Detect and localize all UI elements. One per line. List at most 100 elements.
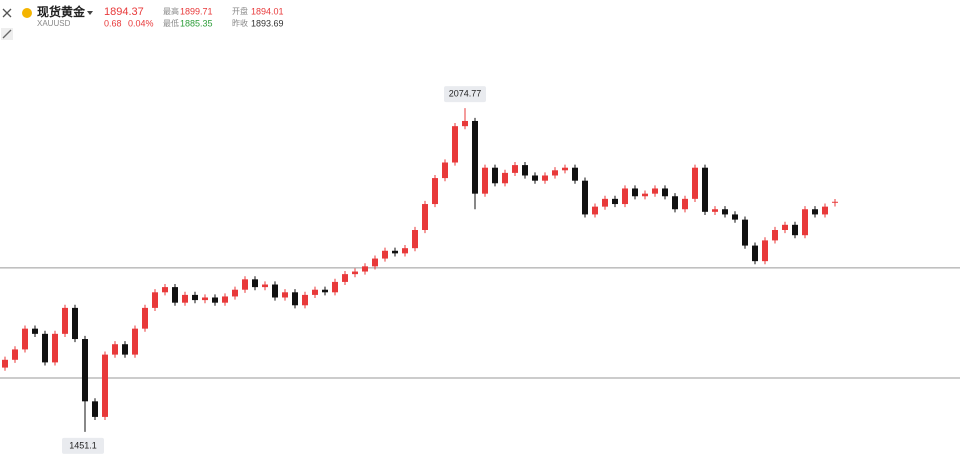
candle-body <box>112 344 118 355</box>
stat-value: 1899.71 <box>180 6 213 16</box>
candle-body <box>12 349 18 360</box>
extreme-label: 2074.77 <box>449 88 482 98</box>
stat-value: 1894.01 <box>251 6 284 16</box>
candle-body <box>572 167 578 181</box>
candle-body <box>782 224 788 230</box>
candle-body <box>92 401 98 417</box>
candle-body <box>312 289 318 295</box>
candle-body <box>752 245 758 262</box>
candle-body <box>62 307 68 334</box>
candle-body <box>402 248 408 254</box>
candle-body <box>462 120 468 127</box>
change-pct: 0.04% <box>128 18 154 28</box>
candle-body <box>522 165 528 176</box>
candle-body <box>532 175 538 181</box>
candle-body <box>652 188 658 194</box>
candle-body <box>732 214 738 220</box>
tool-close[interactable] <box>2 8 12 18</box>
stat-label: 最低 <box>163 18 179 28</box>
dropdown-arrow[interactable] <box>87 11 93 15</box>
candle-body <box>282 292 288 298</box>
candle-body <box>602 198 608 207</box>
candle-body <box>422 204 428 230</box>
candle-body <box>212 297 218 303</box>
candle-body <box>52 333 58 363</box>
candle-body <box>252 279 258 288</box>
stat-label: 开盘 <box>232 6 248 16</box>
candle-body <box>22 328 28 350</box>
candle-body <box>502 172 508 184</box>
candle-body <box>242 279 248 290</box>
candle-body <box>792 224 798 236</box>
candle-body <box>142 307 148 329</box>
last-price: 1894.37 <box>104 6 144 18</box>
candle-body <box>442 162 448 179</box>
candle-body <box>762 240 768 262</box>
candle-body <box>132 328 138 355</box>
candle-body <box>552 170 558 176</box>
candle-body <box>812 209 818 215</box>
extreme-label-box <box>444 86 486 103</box>
candle-body <box>382 250 388 259</box>
candle-body <box>692 167 698 199</box>
candle-body <box>352 271 358 275</box>
candle-body <box>272 284 278 298</box>
candle-body <box>482 167 488 194</box>
candle-body <box>162 287 168 293</box>
candle-body <box>322 289 328 293</box>
candle-body <box>582 180 588 215</box>
candle-body <box>772 230 778 241</box>
candle-body <box>192 294 198 301</box>
candle-body <box>82 339 88 402</box>
candle-body <box>632 188 638 197</box>
stat-value: 1893.69 <box>251 18 284 28</box>
candle-body <box>542 175 548 181</box>
gold-icon <box>22 8 32 18</box>
candle-body <box>232 289 238 297</box>
candle-body <box>172 287 178 303</box>
candle-body <box>702 167 708 212</box>
candle-body <box>342 274 348 282</box>
candle-body <box>262 284 268 288</box>
candle-body <box>432 178 438 205</box>
candle-body <box>612 198 618 205</box>
candle-body <box>472 120 478 194</box>
tool-draw[interactable] <box>1 28 13 40</box>
extreme-label-box <box>62 437 104 454</box>
candle-body <box>722 209 728 215</box>
candle-body <box>32 328 38 334</box>
candle-body <box>512 165 518 173</box>
change: 0.68 <box>104 18 122 28</box>
stat-label: 最高 <box>163 6 179 16</box>
stat-value: 1885.35 <box>180 18 213 28</box>
candle-body <box>592 206 598 215</box>
candle-body <box>152 292 158 308</box>
candle-body <box>302 294 308 306</box>
candle-body <box>412 230 418 249</box>
candle-body <box>222 296 228 303</box>
candle-body <box>182 294 188 303</box>
candle-body <box>452 126 458 163</box>
candle-body <box>672 196 678 210</box>
candle-body <box>392 250 398 254</box>
candle-body <box>712 209 718 212</box>
candle-body <box>492 167 498 184</box>
symbol-name[interactable]: 现货黄金 <box>37 4 86 19</box>
candle-body <box>662 188 668 197</box>
candle-body <box>2 359 8 368</box>
candle-body <box>122 344 128 355</box>
symbol-code: XAUUSD <box>37 19 71 28</box>
extreme-label: 1451.1 <box>69 440 97 450</box>
candle-body <box>42 333 48 363</box>
candle-body <box>622 188 628 205</box>
candle-body <box>822 206 828 215</box>
candle-body <box>682 198 688 210</box>
candle-body <box>72 307 78 340</box>
candle-body <box>742 219 748 246</box>
stat-label: 昨收 <box>232 18 248 28</box>
candle-body <box>562 167 568 171</box>
candle-body <box>372 258 378 267</box>
candle-body <box>642 193 648 197</box>
